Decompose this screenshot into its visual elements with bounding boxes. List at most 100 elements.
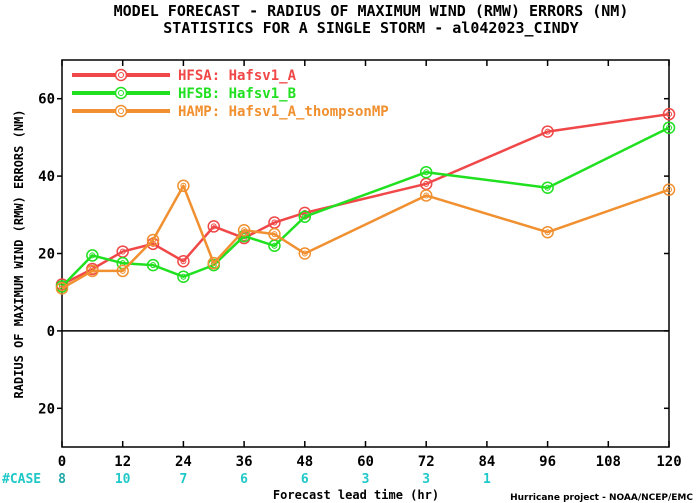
data-point [662, 107, 676, 121]
data-point [207, 256, 220, 270]
data-point [662, 183, 676, 196]
x-tick-label: 72 [418, 454, 435, 470]
data-point [146, 233, 160, 247]
legend-item: HFSB: Hafsv1_B [72, 86, 296, 102]
legend: HFSA: Hafsv1_A HFSB: Hafsv1_B HAMP: Hafsv1… [72, 68, 389, 120]
series-1 [55, 107, 676, 291]
data-point [419, 189, 433, 202]
legend-item: HFSA: Hafsv1_A [72, 68, 297, 84]
data-point-center [241, 227, 248, 234]
legend-label: HFSA: Hafsv1_A [178, 68, 297, 84]
x-tick-label: 12 [114, 454, 131, 470]
case-count: 6 [301, 472, 309, 487]
data-point-center [301, 209, 308, 216]
data-point-center [180, 182, 187, 189]
y-axis-label: RADIUS OF MAXIMUM WIND (RMW) ERRORS (NM) [12, 110, 26, 399]
data-point-center [544, 229, 551, 236]
legend-label: HAMP: Hafsv1_A_thompsonMP [178, 104, 389, 120]
x-tick-label: 120 [656, 454, 681, 470]
data-point-center [666, 111, 672, 118]
data-point [86, 249, 99, 262]
case-counts: 8 10 7 6 6 3 3 1 [58, 472, 491, 487]
case-count: 1 [483, 472, 491, 487]
data-point [86, 264, 99, 278]
data-point-center [241, 233, 248, 240]
data-point-center [119, 248, 126, 255]
data-point-center [150, 262, 157, 269]
case-count: 3 [362, 472, 370, 487]
series-2 [55, 121, 676, 293]
data-point [116, 264, 129, 278]
data-point-center [544, 128, 551, 135]
case-count: 6 [240, 472, 248, 487]
data-point [662, 121, 676, 134]
x-tick-label: 108 [596, 454, 621, 470]
data-point-center [301, 213, 308, 220]
case-count: 7 [179, 472, 187, 487]
chart-title: MODEL FORECAST - RADIUS OF MAXIMUM WIND … [114, 2, 629, 20]
legend-marker [114, 104, 128, 118]
data-point-center [150, 236, 157, 243]
y-tick-label: 20 [38, 247, 55, 263]
y-tick-label: 20 [38, 401, 55, 417]
y-axis-ticks: 20 0 20 40 60 [38, 92, 669, 417]
data-point [419, 165, 433, 179]
x-tick-label: 84 [478, 454, 495, 470]
legend-marker-center [118, 72, 124, 78]
x-tick-label: 24 [175, 454, 192, 470]
data-point-center [89, 267, 96, 274]
x-tick-label: 96 [539, 454, 556, 470]
data-point-center [666, 186, 672, 193]
data-point-center [180, 258, 187, 265]
case-count: 3 [422, 472, 430, 487]
data-point [177, 270, 190, 283]
y-tick-label: 60 [38, 92, 55, 108]
legend-item: HAMP: Hafsv1_A_thompsonMP [72, 104, 389, 120]
data-point-center [271, 242, 278, 249]
data-point-center [180, 273, 187, 280]
y-tick-label: 0 [47, 324, 55, 340]
chart-subtitle: STATISTICS FOR A SINGLE STORM - al042023… [163, 19, 578, 37]
series-layer [55, 107, 676, 295]
case-count: 8 [58, 472, 66, 487]
data-point [298, 247, 312, 260]
data-point [237, 224, 251, 237]
data-point [541, 225, 554, 239]
data-point-center [301, 250, 308, 257]
x-tick-label: 36 [236, 454, 253, 470]
case-count: 10 [115, 472, 131, 487]
data-point-center [666, 124, 672, 131]
data-point [298, 210, 312, 223]
data-point [55, 282, 69, 295]
data-point-center [210, 223, 217, 230]
data-point-center [544, 184, 551, 191]
data-point [207, 220, 220, 233]
legend-marker-center [118, 108, 124, 114]
data-point [177, 179, 190, 193]
data-point-center [59, 285, 65, 292]
data-point-center [423, 169, 430, 176]
data-point-center [423, 192, 430, 199]
case-label: #CASE [2, 472, 41, 487]
legend-marker [114, 86, 128, 100]
legend-label: HFSB: Hafsv1_B [178, 86, 296, 102]
data-point-center [271, 219, 278, 226]
x-tick-label: 60 [357, 454, 374, 470]
x-tick-label: 48 [296, 454, 313, 470]
data-point [268, 227, 281, 241]
data-point [541, 125, 554, 138]
x-axis-label: Forecast lead time (hr) [273, 488, 439, 502]
data-point [177, 254, 190, 268]
data-point-center [89, 252, 96, 259]
y-tick-label: 40 [38, 169, 55, 185]
legend-marker-center [118, 90, 124, 96]
data-point-center [210, 260, 217, 267]
x-tick-label: 0 [58, 454, 66, 470]
x-axis-ticks: 0 12 24 36 48 60 72 84 96 108 120 [58, 60, 682, 470]
data-point-center [119, 267, 126, 274]
data-point-center [271, 231, 278, 238]
footer-credit: Hurricane project - NOAA/NCEP/EMC [510, 493, 693, 503]
legend-marker [114, 68, 128, 82]
data-point [146, 258, 160, 272]
